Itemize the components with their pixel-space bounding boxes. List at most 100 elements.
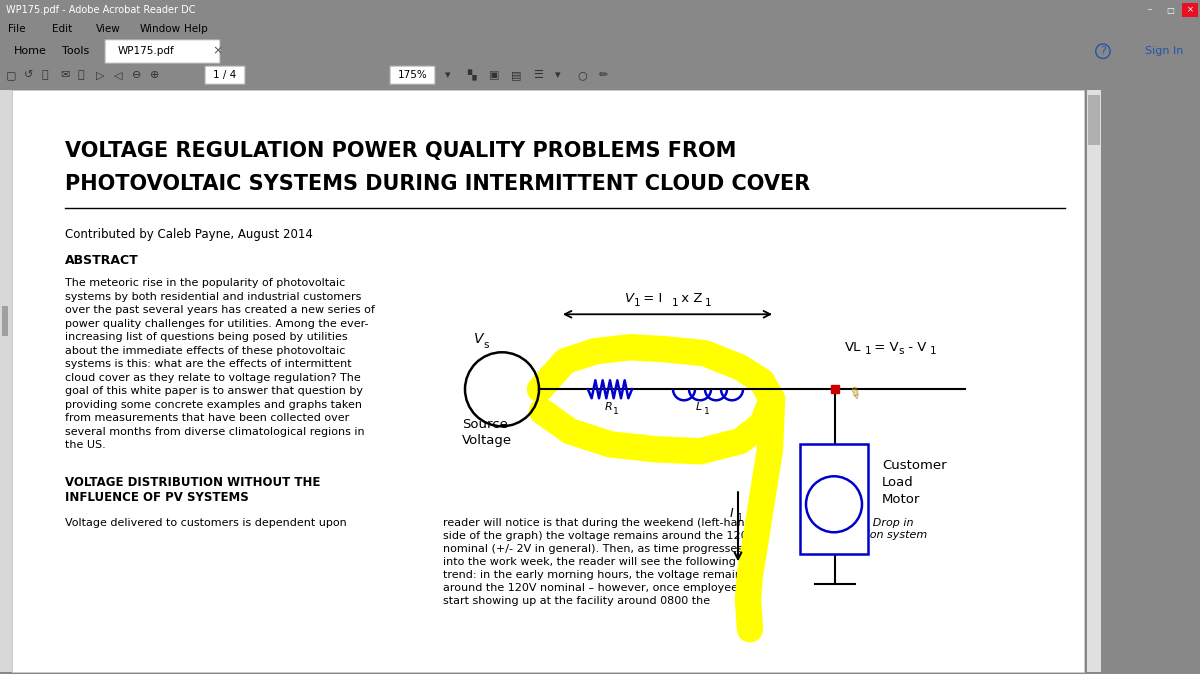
Text: into the work week, the reader will see the following: into the work week, the reader will see … <box>443 557 736 568</box>
Text: ×: × <box>1187 5 1194 15</box>
Text: Customer: Customer <box>882 459 947 472</box>
Text: PHOTOVOLTAIC SYSTEMS DURING INTERMITTENT CLOUD COVER: PHOTOVOLTAIC SYSTEMS DURING INTERMITTENT… <box>65 175 810 194</box>
Text: ✉: ✉ <box>60 70 70 80</box>
Text: Figure 1. Drop in
distribution system
(above): Figure 1. Drop in distribution system (a… <box>820 518 928 551</box>
Text: 1: 1 <box>737 514 743 523</box>
Text: s: s <box>898 346 904 357</box>
Text: V: V <box>625 293 634 305</box>
Text: systems by both residential and industrial customers: systems by both residential and industri… <box>65 292 361 302</box>
Text: Source: Source <box>462 419 508 431</box>
Text: ▤: ▤ <box>511 70 522 80</box>
Text: - V: - V <box>904 341 926 355</box>
Text: L: L <box>696 402 702 412</box>
Bar <box>1088 95 1100 146</box>
Text: ⊖: ⊖ <box>132 70 142 80</box>
Text: 1: 1 <box>706 299 712 308</box>
Text: ▢: ▢ <box>6 70 17 80</box>
Text: goal of this white paper is to answer that question by: goal of this white paper is to answer th… <box>65 386 364 396</box>
Text: ▾: ▾ <box>445 70 451 80</box>
Text: I: I <box>730 508 733 520</box>
Text: 1: 1 <box>865 346 871 357</box>
Text: INFLUENCE OF PV SYSTEMS: INFLUENCE OF PV SYSTEMS <box>65 491 248 504</box>
Text: ◁: ◁ <box>114 70 122 80</box>
Text: 175%: 175% <box>398 70 428 80</box>
Text: VOLTAGE REGULATION POWER QUALITY PROBLEMS FROM: VOLTAGE REGULATION POWER QUALITY PROBLEM… <box>65 142 737 161</box>
Text: side of the graph) the voltage remains around the 120V: side of the graph) the voltage remains a… <box>443 531 755 541</box>
Text: 1: 1 <box>930 346 937 357</box>
Text: Motor: Motor <box>882 493 920 506</box>
Text: 1 / 4: 1 / 4 <box>214 70 236 80</box>
Bar <box>0 90 12 672</box>
Text: nominal (+/- 2V in general). Then, as time progresses: nominal (+/- 2V in general). Then, as ti… <box>443 545 743 554</box>
Text: trend: in the early morning hours, the voltage remains: trend: in the early morning hours, the v… <box>443 570 748 580</box>
Text: R: R <box>605 402 613 412</box>
Text: Contributed by Caleb Payne, August 2014: Contributed by Caleb Payne, August 2014 <box>65 228 313 241</box>
Text: s: s <box>482 340 488 350</box>
Text: ×: × <box>212 44 222 58</box>
Text: 1: 1 <box>613 407 619 417</box>
FancyBboxPatch shape <box>205 66 245 84</box>
Text: ▚: ▚ <box>467 69 475 81</box>
Text: 1: 1 <box>672 299 679 308</box>
Text: ☰: ☰ <box>533 70 542 80</box>
Bar <box>1142 3 1158 17</box>
Text: ✏: ✏ <box>599 70 608 80</box>
Text: over the past several years has created a new series of: over the past several years has created … <box>65 305 374 315</box>
Text: Edit: Edit <box>52 24 72 34</box>
Text: increasing list of questions being posed by utilities: increasing list of questions being posed… <box>65 332 348 342</box>
Bar <box>1162 3 1178 17</box>
Text: ABSTRACT: ABSTRACT <box>65 254 139 268</box>
Text: V: V <box>474 332 484 346</box>
Text: 1: 1 <box>704 407 709 417</box>
Text: ○: ○ <box>577 70 587 80</box>
Text: WP175.pdf - Adobe Acrobat Reader DC: WP175.pdf - Adobe Acrobat Reader DC <box>6 5 196 15</box>
Text: about the immediate effects of these photovoltaic: about the immediate effects of these pho… <box>65 346 346 356</box>
Bar <box>12 90 1084 672</box>
Text: Home: Home <box>14 47 47 56</box>
Text: □: □ <box>1166 5 1174 15</box>
Text: WP175.pdf: WP175.pdf <box>118 47 175 56</box>
Text: systems is this: what are the effects of intermittent: systems is this: what are the effects of… <box>65 359 352 369</box>
Text: = I: = I <box>640 293 662 305</box>
Bar <box>1087 90 1102 672</box>
Text: ?: ? <box>1100 47 1106 56</box>
Text: around the 120V nominal – however, once employees: around the 120V nominal – however, once … <box>443 583 744 593</box>
FancyBboxPatch shape <box>104 40 220 63</box>
Text: ⌕: ⌕ <box>78 70 85 80</box>
Bar <box>1182 3 1198 17</box>
Text: start showing up at the facility around 0800 the: start showing up at the facility around … <box>443 596 710 607</box>
Text: ▷: ▷ <box>96 70 104 80</box>
Text: VL: VL <box>845 341 862 355</box>
Text: several months from diverse climatological regions in: several months from diverse climatologic… <box>65 427 365 437</box>
Text: = V: = V <box>870 341 899 355</box>
Text: Window: Window <box>140 24 181 34</box>
Text: The meteoric rise in the popularity of photovoltaic: The meteoric rise in the popularity of p… <box>65 278 346 288</box>
Text: Voltage: Voltage <box>462 434 512 448</box>
Text: Load: Load <box>882 477 913 489</box>
Text: Tools: Tools <box>62 47 89 56</box>
Text: providing some concrete examples and graphs taken: providing some concrete examples and gra… <box>65 400 362 410</box>
Text: File: File <box>8 24 25 34</box>
Text: –: – <box>1148 5 1152 15</box>
Text: x Z: x Z <box>677 293 702 305</box>
Text: ↺: ↺ <box>24 70 34 80</box>
Text: reader will notice is that during the weekend (left-hand: reader will notice is that during the we… <box>443 518 751 528</box>
Text: from measurements that have been collected over: from measurements that have been collect… <box>65 413 349 423</box>
Text: ⎙: ⎙ <box>42 70 49 80</box>
Circle shape <box>806 477 862 532</box>
Bar <box>800 444 868 554</box>
Text: Sign In: Sign In <box>1145 47 1183 56</box>
FancyBboxPatch shape <box>390 66 436 84</box>
Text: Help: Help <box>184 24 208 34</box>
Text: View: View <box>96 24 121 34</box>
Text: ▣: ▣ <box>490 70 499 80</box>
Text: ⊕: ⊕ <box>150 70 160 80</box>
Text: ▾: ▾ <box>554 70 560 80</box>
Text: Voltage delivered to customers is dependent upon: Voltage delivered to customers is depend… <box>65 518 347 528</box>
Text: cloud cover as they relate to voltage regulation? The: cloud cover as they relate to voltage re… <box>65 373 361 383</box>
Text: the US.: the US. <box>65 440 106 450</box>
Text: 1: 1 <box>634 299 641 308</box>
Text: power quality challenges for utilities. Among the ever-: power quality challenges for utilities. … <box>65 319 368 329</box>
Text: VOLTAGE DISTRIBUTION WITHOUT THE: VOLTAGE DISTRIBUTION WITHOUT THE <box>65 477 320 489</box>
Text: ✎: ✎ <box>845 384 864 404</box>
